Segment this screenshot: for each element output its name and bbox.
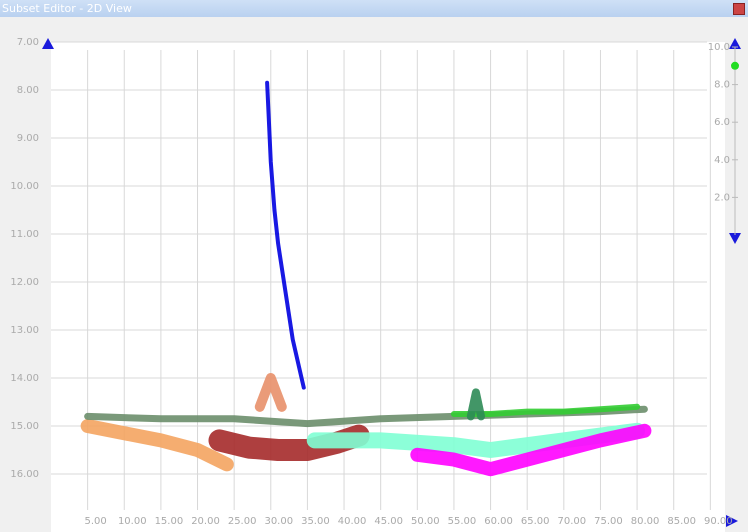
x-tick-label: 10.00: [118, 516, 147, 527]
y-tick-label: 7.00: [17, 37, 39, 48]
x-tick-label: 60.00: [484, 516, 513, 527]
slider-tick-label: 4.0: [714, 155, 730, 166]
y-tick-label: 14.00: [10, 373, 39, 384]
slider-tick-label: 2.0: [714, 192, 730, 203]
y-tick-label: 13.00: [10, 325, 39, 336]
x-tick-label: 30.00: [264, 516, 293, 527]
window: Subset Editor - 2D View 7.00 8.00 9.00 10.0…: [0, 0, 748, 532]
plot-area: [51, 42, 725, 532]
x-tick-label: 85.00: [667, 516, 696, 527]
x-tick-label: 75.00: [594, 516, 623, 527]
x-tick-label: 20.00: [191, 516, 220, 527]
x-tick-label: 80.00: [631, 516, 660, 527]
x-tick-label: 40.00: [338, 516, 367, 527]
y-tick-label: 10.00: [10, 181, 39, 192]
slider-tick-label: 10.0: [708, 42, 730, 53]
y-tick-label: 11.00: [10, 229, 39, 240]
x-tick-label: 55.00: [448, 516, 477, 527]
x-tick-label: 5.00: [84, 516, 106, 527]
x-tick-label: 25.00: [228, 516, 257, 527]
slider-tick-label: 6.0: [714, 117, 730, 128]
x-tick-label: 65.00: [521, 516, 550, 527]
x-tick-label: 90.00: [704, 516, 733, 527]
slider-handle[interactable]: [731, 62, 739, 70]
close-button[interactable]: [733, 3, 745, 15]
chart: 7.00 8.00 9.00 10.00 11.00 12.00 13.00 14.00 15.…: [0, 17, 748, 532]
x-tick-label: 35.00: [301, 516, 330, 527]
title-bar: Subset Editor - 2D View: [0, 0, 748, 17]
y-tick-label: 8.00: [17, 85, 39, 96]
y-tick-label: 15.00: [10, 421, 39, 432]
x-tick-label: 70.00: [558, 516, 587, 527]
slider-tick-label: 8.0: [714, 80, 730, 91]
x-tick-label: 45.00: [374, 516, 403, 527]
y-tick-label: 12.00: [10, 277, 39, 288]
y-tick-label: 9.00: [17, 133, 39, 144]
window-title: Subset Editor - 2D View: [2, 2, 132, 15]
y-tick-label: 16.00: [10, 469, 39, 480]
x-tick-label: 50.00: [411, 516, 440, 527]
x-tick-label: 15.00: [155, 516, 184, 527]
